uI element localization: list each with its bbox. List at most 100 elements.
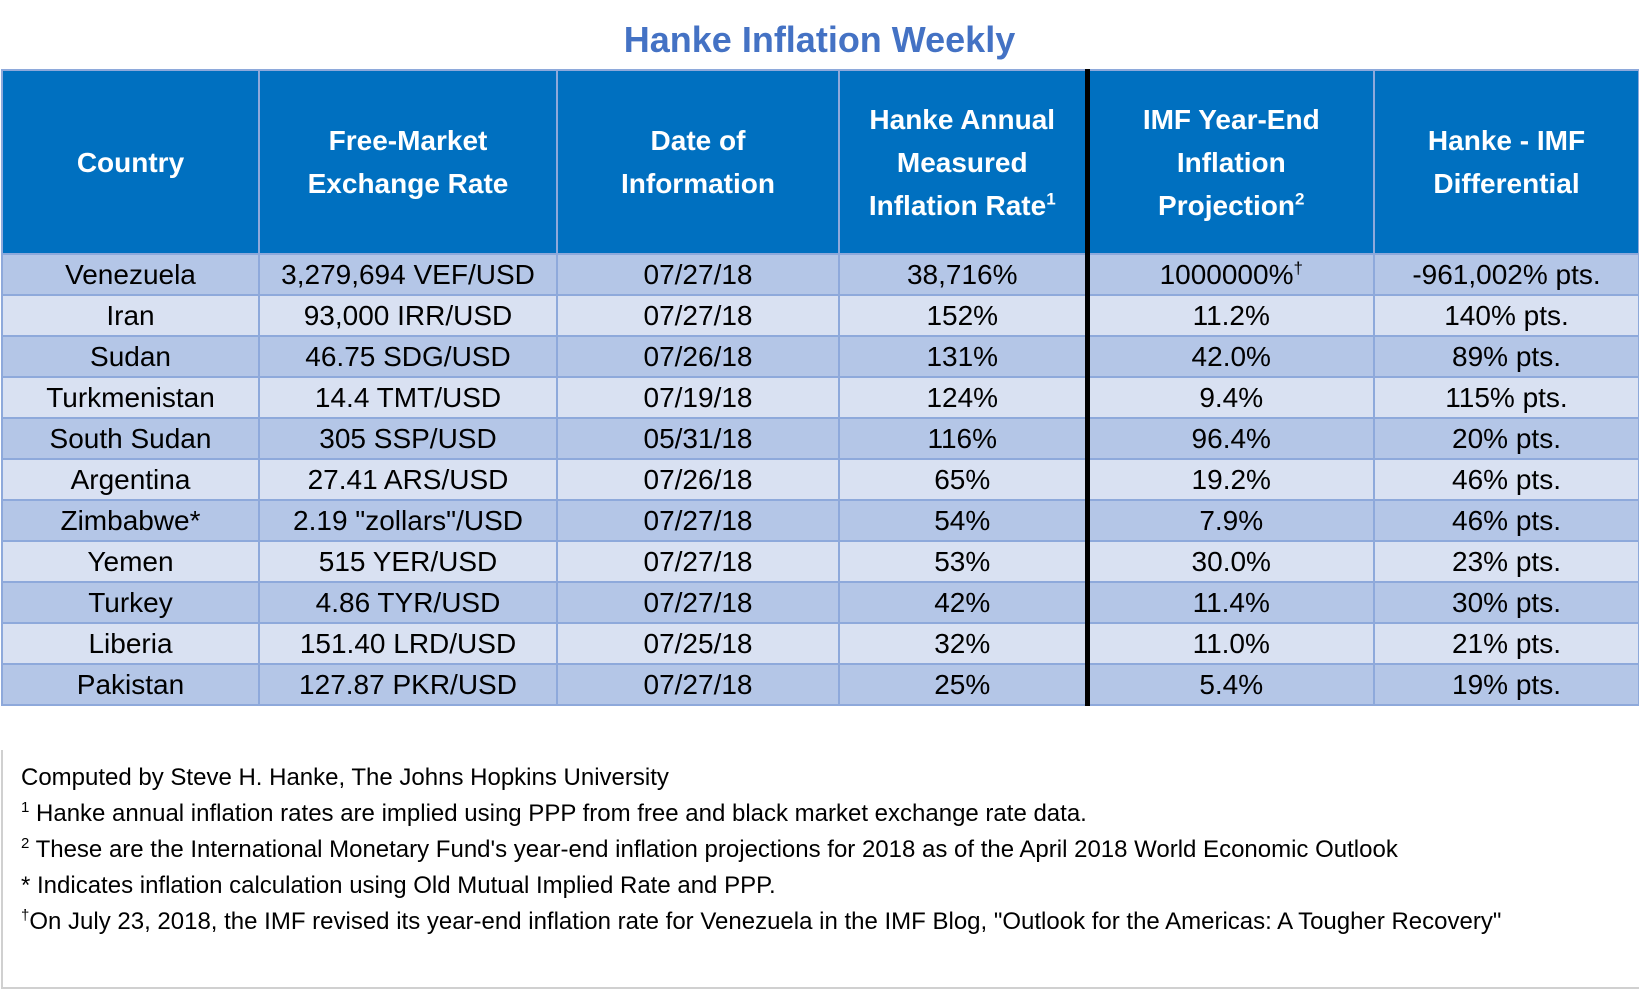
cell-country: Pakistan	[1, 663, 260, 706]
cell-value: Iran	[106, 300, 155, 331]
cell-value: 20% pts.	[1452, 423, 1561, 454]
cell-country: South Sudan	[1, 417, 260, 460]
footnote-line: 2 These are the International Monetary F…	[21, 832, 1639, 868]
cell-value: Venezuela	[65, 259, 196, 290]
cell-differential: 23% pts.	[1373, 540, 1639, 583]
cell-differential: 21% pts.	[1373, 622, 1639, 665]
cell-value: Turkmenistan	[46, 382, 215, 413]
cell-value: 124%	[926, 382, 999, 413]
cell-value: 11.0%	[1192, 628, 1270, 659]
footnote-line: * Indicates inflation calculation using …	[21, 868, 1639, 904]
cell-value: 53%	[934, 546, 991, 577]
cell-value: 1000000%	[1159, 259, 1294, 290]
cell-value: 25%	[934, 669, 991, 700]
cell-exchange-rate: 4.86 TYR/USD	[258, 581, 558, 624]
table-row: Iran 93,000 IRR/USD 07/27/18 152% 11.2% 140% …	[1, 294, 1639, 337]
cell-date: 07/27/18	[556, 499, 840, 542]
table-row: Venezuela 3,279,694 VEF/USD 07/27/18 38,716…	[1, 253, 1639, 296]
cell-imf-projection: 11.4%	[1084, 581, 1375, 624]
cell-exchange-rate: 2.19 "zollars"/USD	[258, 499, 558, 542]
cell-value: 140% pts.	[1444, 300, 1569, 331]
column-header-label: Hanke - IMF Differential	[1427, 125, 1586, 199]
cell-value: 32%	[934, 628, 991, 659]
table-row: Liberia 151.40 LRD/USD 07/25/18 32% 11.0% 21%…	[1, 622, 1639, 665]
cell-imf-projection: 7.9%	[1084, 499, 1375, 542]
column-header-country: Country	[1, 69, 260, 255]
table-row: Turkmenistan 14.4 TMT/USD 07/19/18 124% 9.4%…	[1, 376, 1639, 419]
cell-value: 38,716%	[906, 259, 1018, 290]
footnote-marker: †	[1293, 258, 1303, 278]
cell-value: 46.75 SDG/USD	[305, 341, 511, 372]
cell-value: Yemen	[87, 546, 174, 577]
cell-value: 93,000 IRR/USD	[303, 300, 513, 331]
cell-hanke-rate: 38,716%	[838, 253, 1088, 296]
footnote-marker: 1	[21, 799, 30, 816]
cell-value: 07/19/18	[643, 382, 753, 413]
cell-hanke-rate: 53%	[838, 540, 1088, 583]
cell-value: 65%	[934, 464, 991, 495]
cell-value: Argentina	[70, 464, 191, 495]
cell-value: 19% pts.	[1452, 669, 1561, 700]
column-header-label: Free-Market Exchange Rate	[307, 125, 509, 199]
cell-imf-projection: 19.2%	[1084, 458, 1375, 501]
cell-date: 07/27/18	[556, 294, 840, 337]
cell-value: 115% pts.	[1445, 382, 1568, 413]
footnote-marker: 2	[1294, 189, 1305, 209]
cell-value: 07/26/18	[643, 341, 753, 372]
cell-value: 11.2%	[1192, 300, 1270, 331]
footnotes: Computed by Steve H. Hanke, The Johns Ho…	[1, 750, 1639, 989]
cell-country: Zimbabwe*	[1, 499, 260, 542]
cell-exchange-rate: 14.4 TMT/USD	[258, 376, 558, 419]
cell-value: 89% pts.	[1452, 341, 1561, 372]
cell-exchange-rate: 27.41 ARS/USD	[258, 458, 558, 501]
cell-date: 05/31/18	[556, 417, 840, 460]
cell-country: Iran	[1, 294, 260, 337]
footnote-line: †On July 23, 2018, the IMF revised its y…	[21, 904, 1639, 940]
cell-value: 116%	[927, 423, 998, 454]
footnote-text: * Indicates inflation calculation using …	[21, 872, 776, 899]
cell-value: 30.0%	[1191, 546, 1271, 577]
cell-exchange-rate: 46.75 SDG/USD	[258, 335, 558, 378]
cell-value: 42%	[934, 587, 991, 618]
cell-value: Zimbabwe*	[60, 505, 201, 536]
footnote-line: 1 Hanke annual inflation rates are impli…	[21, 796, 1639, 832]
cell-imf-projection: 9.4%	[1084, 376, 1375, 419]
cell-hanke-rate: 116%	[838, 417, 1088, 460]
cell-differential: 19% pts.	[1373, 663, 1639, 706]
cell-date: 07/26/18	[556, 458, 840, 501]
cell-value: 3,279,694 VEF/USD	[281, 259, 535, 290]
footnote-text: Computed by Steve H. Hanke, The Johns Ho…	[21, 764, 669, 791]
table-row: Argentina 27.41 ARS/USD 07/26/18 65% 19.2% 46…	[1, 458, 1639, 501]
cell-value: 07/27/18	[643, 505, 753, 536]
cell-exchange-rate: 151.40 LRD/USD	[258, 622, 558, 665]
cell-value: 127.87 PKR/USD	[299, 669, 517, 700]
cell-value: 07/27/18	[643, 300, 753, 331]
cell-imf-projection: 5.4%	[1084, 663, 1375, 706]
table-row: Pakistan 127.87 PKR/USD 07/27/18 25% 5.4% 19%…	[1, 663, 1639, 706]
cell-value: 07/27/18	[643, 546, 753, 577]
cell-value: 07/27/18	[643, 587, 753, 618]
cell-value: 11.4%	[1192, 587, 1270, 618]
cell-value: 30% pts.	[1452, 587, 1561, 618]
cell-value: 46% pts.	[1452, 464, 1561, 495]
cell-value: Sudan	[90, 341, 171, 372]
table-row: South Sudan 305 SSP/USD 05/31/18 116% 96.4% 2…	[1, 417, 1639, 460]
cell-hanke-rate: 152%	[838, 294, 1088, 337]
cell-value: 19.2%	[1191, 464, 1271, 495]
cell-country: Venezuela	[1, 253, 260, 296]
cell-exchange-rate: 305 SSP/USD	[258, 417, 558, 460]
cell-value: 2.19 "zollars"/USD	[293, 505, 523, 536]
column-header-exchange-rate: Free-Market Exchange Rate	[258, 69, 558, 255]
cell-country: Turkey	[1, 581, 260, 624]
cell-value: 21% pts.	[1452, 628, 1561, 659]
cell-hanke-rate: 42%	[838, 581, 1088, 624]
cell-country: Liberia	[1, 622, 260, 665]
cell-country: Sudan	[1, 335, 260, 378]
cell-differential: 46% pts.	[1373, 499, 1639, 542]
cell-value: 46% pts.	[1452, 505, 1561, 536]
cell-date: 07/27/18	[556, 663, 840, 706]
column-header-differential: Hanke - IMF Differential	[1373, 69, 1639, 255]
cell-imf-projection: 30.0%	[1084, 540, 1375, 583]
cell-value: 14.4 TMT/USD	[314, 382, 502, 413]
cell-date: 07/27/18	[556, 253, 840, 296]
